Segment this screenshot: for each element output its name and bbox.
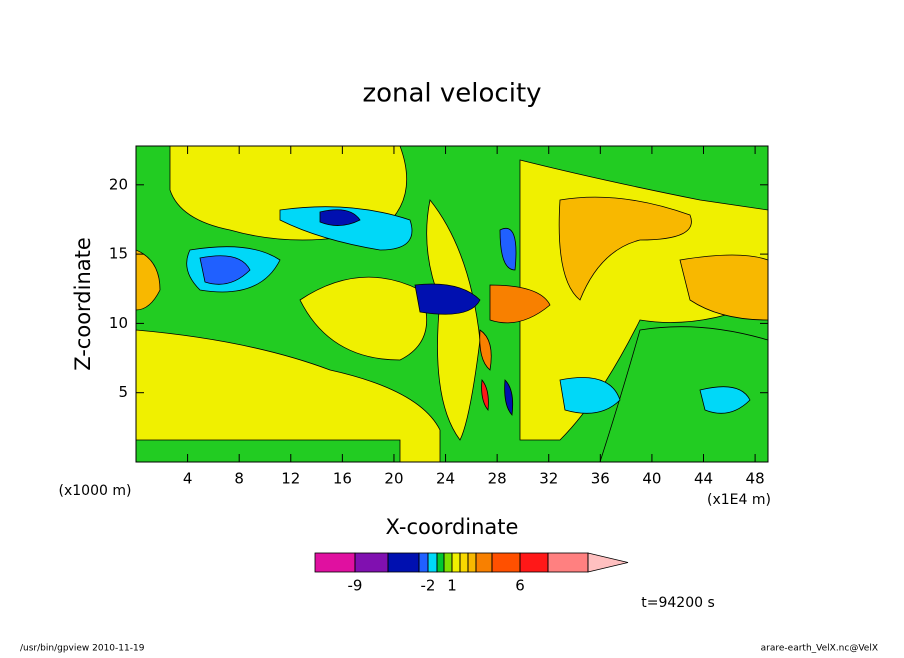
y-tick-label: 20 <box>109 175 128 193</box>
x-tick-label: 32 <box>539 470 558 488</box>
colorbar-extension <box>587 552 629 573</box>
x-tick-label: 8 <box>234 470 244 488</box>
colorbar-tick-label: -2 <box>421 577 436 595</box>
y-tick-label: 5 <box>118 383 128 401</box>
colorbar-tick-label: 1 <box>447 577 457 595</box>
chart-title: zonal velocity <box>362 79 541 109</box>
x-unit-left: (x1000 m) <box>59 483 132 499</box>
footer-left: /usr/bin/gpview 2010-11-19 <box>20 644 145 654</box>
colorbar-segment <box>354 552 389 573</box>
colorbar-segment <box>427 552 438 573</box>
x-tick-label: 12 <box>281 470 300 488</box>
colorbar-segment <box>459 552 469 573</box>
footer-right: arare-earth_VelX.nc@VelX <box>761 644 878 654</box>
x-unit-right: (x1E4 m) <box>707 492 771 508</box>
colorbar-segment <box>519 552 549 573</box>
x-axis-label: X-coordinate <box>386 515 519 539</box>
colorbar-segment <box>467 552 477 573</box>
x-tick-label: 4 <box>183 470 193 488</box>
x-tick-label: 44 <box>694 470 713 488</box>
x-tick-label: 20 <box>384 470 403 488</box>
colorbar-segment <box>387 552 420 573</box>
contour-field <box>136 146 768 462</box>
colorbar-tick-label: -9 <box>348 577 363 595</box>
x-tick-label: 16 <box>333 470 352 488</box>
colorbar-segment <box>443 552 453 573</box>
colorbar-tick-label: 6 <box>515 577 525 595</box>
plot-frame <box>135 145 769 463</box>
x-tick-label: 36 <box>591 470 610 488</box>
x-tick-label: 40 <box>642 470 661 488</box>
y-tick-label: 10 <box>109 314 128 332</box>
time-label: t=94200 s <box>641 595 715 611</box>
colorbar-segment <box>314 552 356 573</box>
y-tick-label: 15 <box>109 245 128 263</box>
x-tick-label: 28 <box>488 470 507 488</box>
colorbar-segment <box>547 552 589 573</box>
colorbar-segment <box>475 552 493 573</box>
y-axis-label: Z-coordinate <box>71 237 95 371</box>
colorbar-segment <box>491 552 521 573</box>
x-tick-label: 48 <box>746 470 765 488</box>
colorbar-segment <box>418 552 429 573</box>
colorbar-segment <box>436 552 445 573</box>
x-tick-label: 24 <box>436 470 455 488</box>
colorbar-segment <box>451 552 461 573</box>
